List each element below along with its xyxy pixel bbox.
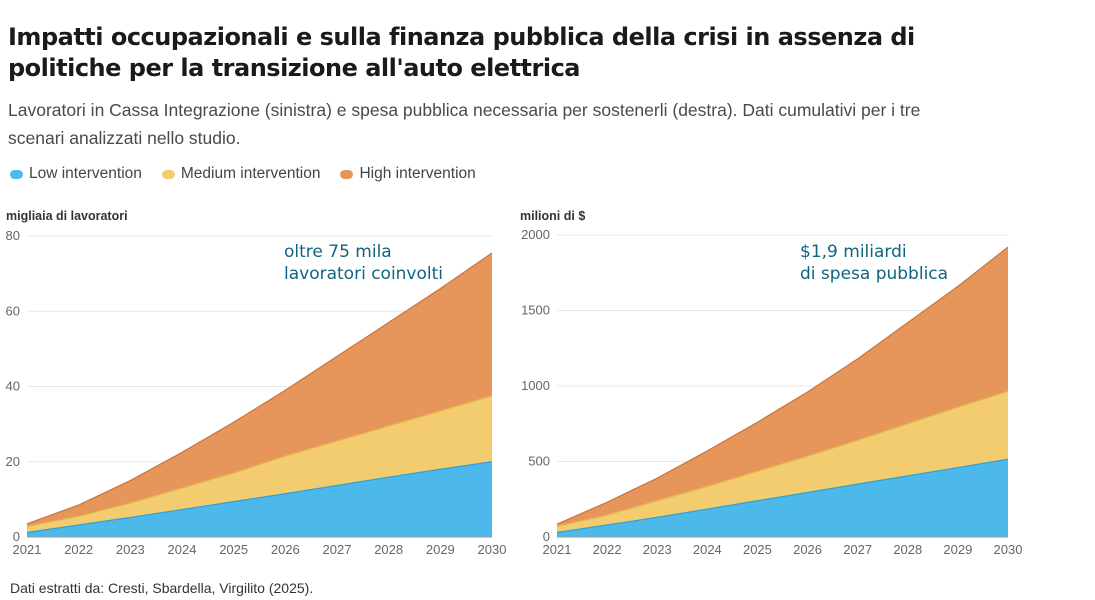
y-tick-label: 1500 <box>521 303 550 318</box>
x-tick-label: 2029 <box>426 542 455 557</box>
y-tick-label: 20 <box>6 454 20 469</box>
x-tick-label: 2027 <box>843 542 872 557</box>
x-tick-label: 2030 <box>478 542 507 557</box>
x-tick-label: 2025 <box>743 542 772 557</box>
x-tick-label: 2022 <box>64 542 93 557</box>
annotation-line-1: $1,9 miliardi <box>800 242 907 262</box>
legend-swatch-high <box>340 169 354 179</box>
x-tick-label: 2026 <box>793 542 822 557</box>
legend-item-high: High intervention <box>340 165 476 183</box>
y-tick-label: 80 <box>6 228 20 243</box>
x-tick-label: 2024 <box>168 542 197 557</box>
x-tick-label: 2028 <box>893 542 922 557</box>
legend-label-high: High intervention <box>359 165 476 182</box>
chart-spesa-plot: 0 500 1000 1500 2000 2021 2022 2023 2024 2025 2026… <box>521 227 1023 557</box>
x-tick-label: 2024 <box>693 542 722 557</box>
x-tick-label: 2023 <box>643 542 672 557</box>
legend-item-low: Low intervention <box>10 165 142 183</box>
legend: Low intervention Medium intervention Hig… <box>10 165 496 183</box>
line-medium-intervention <box>556 390 1009 528</box>
line-high-intervention <box>26 252 493 525</box>
y-tick-label: 0 <box>543 529 550 544</box>
line-low-intervention <box>556 458 1009 534</box>
x-tick-label: 2027 <box>323 542 352 557</box>
y-tick-label: 40 <box>6 379 20 394</box>
chart-annotation: oltre 75 mila lavoratori coinvolti <box>284 241 443 285</box>
y-unit-label: milioni di $ <box>520 209 586 223</box>
legend-label-low: Low intervention <box>29 165 142 182</box>
chart-title: Impatti occupazionali e sulla finanza pu… <box>8 23 915 82</box>
chart-annotation: $1,9 miliardi di spesa pubblica <box>800 241 948 285</box>
x-tick-label: 2021 <box>543 542 572 557</box>
y-unit-label: migliaia di lavoratori <box>6 209 128 223</box>
x-tick-label: 2028 <box>374 542 403 557</box>
area-low-intervention <box>557 459 1008 537</box>
x-tick-label: 2029 <box>943 542 972 557</box>
x-tick-label: 2023 <box>116 542 145 557</box>
y-tick-label: 0 <box>13 529 20 544</box>
chart-subtitle: Lavoratori in Cassa Integrazione (sinist… <box>8 100 921 148</box>
legend-item-medium: Medium intervention <box>161 165 321 183</box>
legend-swatch-low <box>10 169 23 179</box>
x-tick-label: 2022 <box>593 542 622 557</box>
x-tick-label: 2026 <box>271 542 300 557</box>
y-tick-label: 1000 <box>521 378 550 393</box>
line-high-intervention <box>556 246 1009 525</box>
annotation-line-2: di spesa pubblica <box>800 264 949 284</box>
annotation-line-2: lavoratori coinvolti <box>284 264 444 284</box>
line-low-intervention <box>26 461 493 534</box>
chart-spesa-pubblica: milioni di $ 0 500 1000 1500 2000 2021 2022 202… <box>515 205 1045 565</box>
y-tick-label: 60 <box>6 303 20 318</box>
x-tick-label: 2030 <box>994 542 1023 557</box>
x-tick-label: 2021 <box>13 542 42 557</box>
annotation-line-1: oltre 75 mila <box>284 242 392 262</box>
x-tick-label: 2025 <box>219 542 248 557</box>
y-tick-label: 500 <box>528 454 550 469</box>
legend-swatch-medium <box>161 169 175 179</box>
line-medium-intervention <box>26 395 493 528</box>
chart-lavoratori: migliaia di lavoratori 0 20 40 60 80 2021 2022… <box>0 205 520 565</box>
legend-label-medium: Medium intervention <box>180 165 321 182</box>
source-note: Dati estratti da: Cresti, Sbardella, Vir… <box>10 580 314 596</box>
y-tick-label: 2000 <box>521 227 550 242</box>
chart-lavoratori-plot: 0 20 40 60 80 2021 2022 2023 2024 2025 2026 2027 202… <box>6 228 507 557</box>
area-low-intervention <box>27 461 492 537</box>
